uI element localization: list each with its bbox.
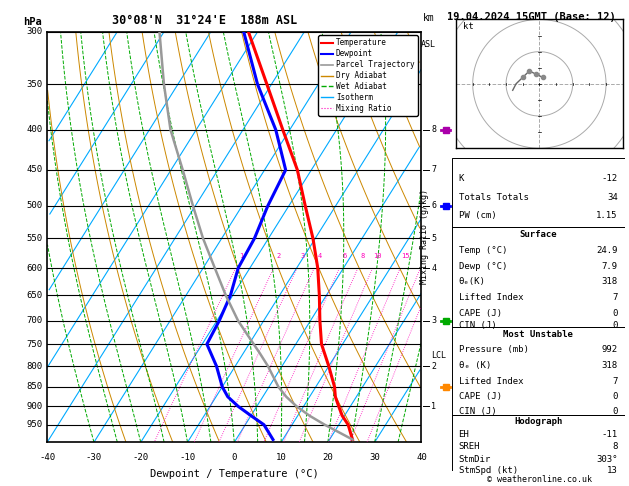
Text: θₑ(K): θₑ(K) — [459, 278, 486, 286]
Text: 3: 3 — [300, 254, 304, 260]
Text: 900: 900 — [26, 402, 43, 411]
Text: 0: 0 — [231, 452, 237, 462]
Text: 318: 318 — [601, 361, 618, 370]
Text: 800: 800 — [26, 362, 43, 371]
Text: CIN (J): CIN (J) — [459, 321, 496, 330]
Text: ASL: ASL — [421, 40, 436, 49]
Text: 950: 950 — [26, 420, 43, 429]
Text: 500: 500 — [26, 201, 43, 210]
Text: Temp (°C): Temp (°C) — [459, 246, 507, 255]
Text: 40: 40 — [416, 452, 427, 462]
Text: 450: 450 — [26, 165, 43, 174]
Text: 7: 7 — [612, 377, 618, 385]
Text: -40: -40 — [39, 452, 55, 462]
Text: 1: 1 — [239, 254, 243, 260]
Text: EH: EH — [459, 430, 469, 439]
Text: 2: 2 — [431, 362, 436, 371]
Text: θₑ (K): θₑ (K) — [459, 361, 491, 370]
Text: 0: 0 — [612, 309, 618, 318]
Text: 350: 350 — [26, 80, 43, 88]
Text: © weatheronline.co.uk: © weatheronline.co.uk — [487, 474, 592, 484]
Text: hPa: hPa — [23, 17, 42, 28]
Text: Dewpoint / Temperature (°C): Dewpoint / Temperature (°C) — [150, 469, 319, 479]
Text: 30: 30 — [369, 452, 380, 462]
Text: StmDir: StmDir — [459, 455, 491, 464]
Text: 850: 850 — [26, 382, 43, 391]
Text: 7: 7 — [612, 293, 618, 302]
Text: 7: 7 — [431, 165, 436, 174]
Text: K: K — [459, 174, 464, 183]
Text: Lifted Index: Lifted Index — [459, 377, 523, 385]
Text: 24.9: 24.9 — [596, 246, 618, 255]
Text: 34: 34 — [607, 192, 618, 202]
Text: 750: 750 — [26, 340, 43, 348]
Text: -30: -30 — [86, 452, 102, 462]
Text: SREH: SREH — [459, 442, 480, 451]
Text: -11: -11 — [601, 430, 618, 439]
Text: 300: 300 — [26, 27, 43, 36]
Text: 0: 0 — [612, 407, 618, 417]
Text: 550: 550 — [26, 234, 43, 243]
Text: 4: 4 — [431, 263, 436, 273]
Text: km: km — [423, 14, 434, 23]
Text: 20: 20 — [323, 452, 333, 462]
Text: 10: 10 — [373, 254, 382, 260]
Text: 400: 400 — [26, 125, 43, 134]
Text: 0: 0 — [612, 392, 618, 401]
Legend: Temperature, Dewpoint, Parcel Trajectory, Dry Adiabat, Wet Adiabat, Isotherm, Mi: Temperature, Dewpoint, Parcel Trajectory… — [318, 35, 418, 116]
Text: -20: -20 — [133, 452, 149, 462]
Text: 1.15: 1.15 — [596, 211, 618, 221]
Text: kt: kt — [463, 22, 474, 31]
Text: 303°: 303° — [596, 455, 618, 464]
Text: CIN (J): CIN (J) — [459, 407, 496, 417]
Text: 6: 6 — [342, 254, 347, 260]
Text: Surface: Surface — [520, 230, 557, 239]
Text: Dewp (°C): Dewp (°C) — [459, 261, 507, 271]
Text: 2: 2 — [277, 254, 281, 260]
Text: 6: 6 — [431, 201, 436, 210]
Text: Most Unstable: Most Unstable — [503, 330, 573, 339]
Text: CAPE (J): CAPE (J) — [459, 392, 501, 401]
Text: 8: 8 — [612, 442, 618, 451]
Text: Totals Totals: Totals Totals — [459, 192, 528, 202]
Text: 15: 15 — [401, 254, 409, 260]
Text: 600: 600 — [26, 263, 43, 273]
Text: 4: 4 — [317, 254, 321, 260]
Text: 13: 13 — [607, 466, 618, 475]
Text: 1: 1 — [431, 402, 436, 411]
Text: 8: 8 — [361, 254, 365, 260]
Text: StmSpd (kt): StmSpd (kt) — [459, 466, 518, 475]
Text: 30°08'N  31°24'E  188m ASL: 30°08'N 31°24'E 188m ASL — [112, 15, 297, 28]
Text: -10: -10 — [179, 452, 196, 462]
Text: 10: 10 — [276, 452, 286, 462]
Text: 7.9: 7.9 — [601, 261, 618, 271]
Text: 3: 3 — [431, 316, 436, 325]
Text: 650: 650 — [26, 291, 43, 300]
Text: 700: 700 — [26, 316, 43, 325]
Text: 19.04.2024 15GMT (Base: 12): 19.04.2024 15GMT (Base: 12) — [447, 12, 616, 22]
Text: 5: 5 — [431, 234, 436, 243]
Text: 992: 992 — [601, 345, 618, 354]
Text: Lifted Index: Lifted Index — [459, 293, 523, 302]
Text: 8: 8 — [431, 125, 436, 134]
Text: 0: 0 — [612, 321, 618, 330]
Text: Pressure (mb): Pressure (mb) — [459, 345, 528, 354]
Text: 318: 318 — [601, 278, 618, 286]
Text: Hodograph: Hodograph — [514, 417, 562, 426]
Text: PW (cm): PW (cm) — [459, 211, 496, 221]
Text: CAPE (J): CAPE (J) — [459, 309, 501, 318]
Text: LCL: LCL — [431, 351, 446, 360]
Text: Mixing Ratio (g/kg): Mixing Ratio (g/kg) — [420, 190, 429, 284]
Text: -12: -12 — [601, 174, 618, 183]
